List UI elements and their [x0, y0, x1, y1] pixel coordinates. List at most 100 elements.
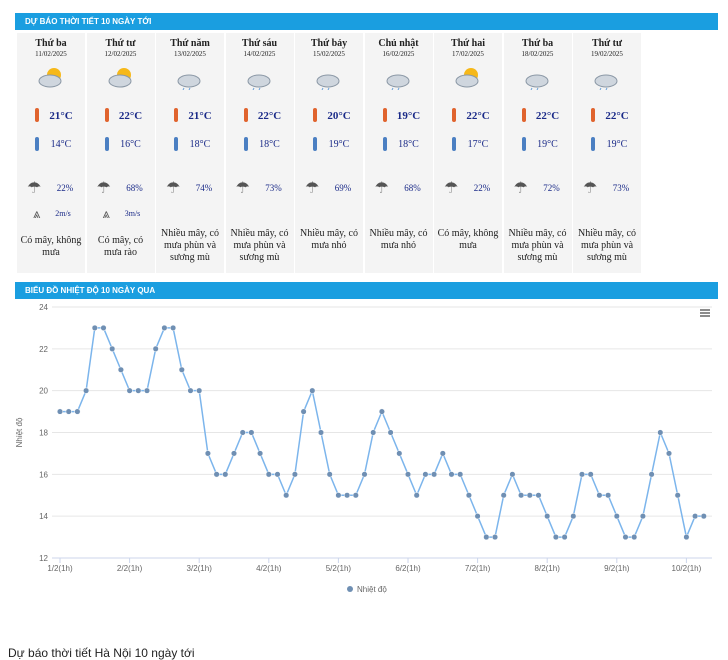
thermometer	[591, 137, 595, 151]
point	[518, 492, 525, 499]
point	[361, 471, 368, 478]
y-tick-label: 24	[39, 303, 48, 312]
point	[100, 324, 107, 331]
point	[483, 534, 490, 541]
umbrella-icon: ☂	[235, 180, 250, 197]
point	[387, 429, 394, 436]
point	[431, 471, 438, 478]
thermometer	[243, 137, 248, 151]
point	[109, 345, 116, 352]
date: 15/02/2025	[313, 50, 345, 58]
thermometer	[174, 137, 178, 151]
menu-icon[interactable]	[700, 309, 710, 317]
point	[213, 471, 220, 478]
point	[587, 471, 594, 478]
point	[648, 471, 655, 478]
high-temp: 20°C	[327, 110, 351, 122]
wind-icon: ⩓	[102, 206, 110, 221]
humidity: 73%	[612, 183, 630, 193]
y-tick-label: 18	[39, 429, 48, 438]
day-name: Thứ năm	[170, 38, 210, 49]
thermometer	[521, 108, 526, 122]
point	[291, 471, 298, 478]
point	[657, 429, 664, 436]
weather-icon	[316, 74, 340, 90]
day-card: Thứ tư 19/02/2025 22°C 19°C 73% ☂ Nhiều mây, c…	[573, 33, 641, 273]
description: Nhiều mây, có mưa phùn và sương mù	[230, 228, 289, 263]
point	[239, 429, 246, 436]
high-temp: 21°C	[188, 110, 212, 122]
high-temp: 19°C	[396, 110, 421, 122]
day-card: Thứ hai 17/02/2025 22°C 17°C 22% ☂ Có mây, khô…	[434, 33, 502, 273]
humidity: 69%	[334, 183, 352, 193]
point	[204, 450, 211, 457]
point	[65, 408, 72, 415]
point	[317, 429, 325, 436]
x-tick-label: 4/2(1h)	[256, 564, 282, 573]
weather-icon	[177, 74, 201, 90]
day-name: Thứ tư	[591, 38, 623, 49]
low-temp: 17°C	[467, 139, 489, 150]
high-temp: 22°C	[466, 110, 490, 122]
point	[91, 324, 98, 331]
point	[335, 492, 342, 499]
point	[526, 492, 533, 499]
point	[700, 513, 707, 520]
x-tick-label: 7/2(1h)	[465, 564, 491, 573]
point	[500, 492, 507, 499]
point	[422, 471, 429, 478]
high-temp: 22°C	[535, 110, 560, 122]
umbrella-icon: ☂	[96, 180, 111, 197]
umbrella-icon: ☂	[374, 180, 389, 197]
point	[257, 450, 264, 457]
date: 18/02/2025	[521, 50, 554, 58]
point	[370, 429, 377, 436]
thermometer	[382, 137, 387, 151]
point	[596, 492, 603, 499]
point	[605, 492, 612, 499]
point	[622, 534, 629, 541]
y-tick-label: 14	[39, 512, 48, 521]
point	[230, 450, 238, 457]
point	[474, 513, 481, 520]
point	[570, 513, 577, 520]
y-axis-label: Nhiệt độ	[15, 417, 24, 447]
umbrella-icon: ☂	[305, 180, 320, 197]
point	[448, 471, 455, 478]
point	[692, 513, 699, 520]
weather-icon	[247, 74, 270, 90]
day-name: Thứ ba	[35, 38, 67, 49]
day-card: Thứ bảy 15/02/2025 20°C 19°C 69% ☂ Nhiều mây, …	[295, 33, 363, 273]
legend-label: Nhiệt độ	[357, 585, 387, 594]
day-card: Thứ năm 13/02/2025 21°C 18°C 74% ☂ Nhiều mây, …	[156, 33, 224, 273]
thermometer	[382, 108, 387, 122]
date: 11/02/2025	[35, 50, 67, 58]
point	[535, 492, 542, 499]
point	[274, 471, 281, 478]
thermometer	[104, 137, 109, 151]
day-card: Thứ tư 12/02/2025 22°C 16°C 68% ☂ ⩓ 3m/s Có mây,…	[86, 33, 155, 273]
umbrella-icon: ☂	[444, 180, 459, 197]
point	[465, 492, 472, 499]
low-temp: 19°C	[606, 139, 628, 150]
day-name: Thứ hai	[450, 38, 486, 49]
point	[665, 450, 673, 457]
thermometer	[521, 137, 526, 151]
date: 14/02/2025	[243, 50, 276, 58]
point	[674, 492, 681, 499]
thermometer	[35, 108, 39, 122]
point	[187, 387, 194, 394]
point	[457, 471, 464, 478]
day-name: Thứ bảy	[310, 38, 348, 49]
point	[552, 534, 559, 541]
thermometer	[452, 108, 456, 122]
low-temp: 18°C	[398, 139, 419, 150]
thermometer	[174, 108, 178, 122]
thermometer	[591, 108, 595, 122]
y-tick-label: 20	[39, 387, 48, 396]
date: 13/02/2025	[174, 50, 206, 58]
description: Có mây, có mưa rào	[97, 235, 144, 258]
day-card: Thứ sáu 14/02/2025 22°C 18°C 73% ☂ Nhiều mây, …	[225, 33, 294, 273]
y-tick-label: 16	[39, 470, 48, 479]
